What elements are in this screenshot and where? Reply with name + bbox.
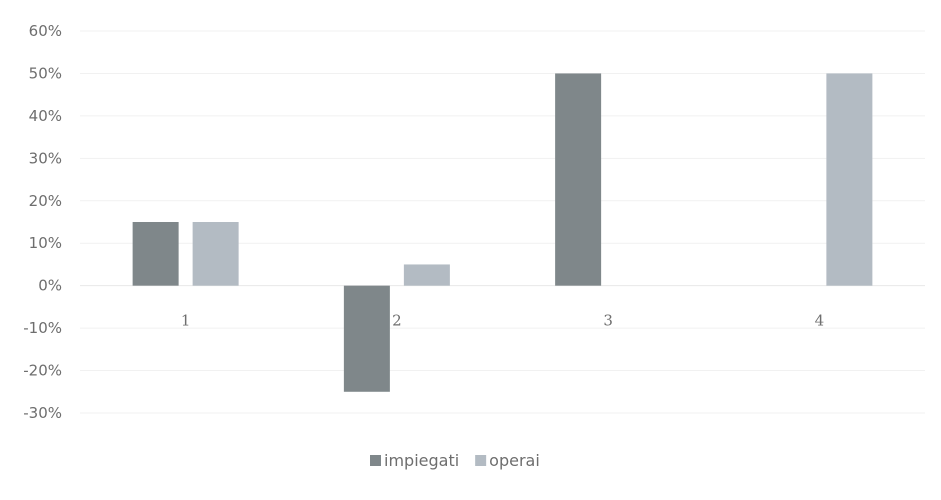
x-tick-label: 2 — [392, 312, 402, 330]
y-axis-ticks: 60% 50% 40% 30% 20% 10% 0% -10% -20% -30% — [23, 22, 62, 422]
legend-label-impiegati: impiegati — [384, 451, 459, 470]
y-tick-label: 20% — [29, 192, 62, 210]
y-tick-label: 30% — [29, 149, 62, 167]
bar-operai-4 — [826, 73, 873, 286]
legend-label-operai: operai — [489, 451, 540, 470]
legend: impiegati operai — [370, 451, 540, 470]
y-tick-label: 60% — [29, 22, 62, 40]
y-tick-label: 40% — [29, 107, 62, 125]
x-tick-label: 1 — [181, 312, 191, 330]
legend-swatch-impiegati — [370, 455, 381, 466]
legend-swatch-operai — [475, 455, 487, 466]
y-tick-label: -20% — [23, 362, 62, 380]
bar-impiegati-3 — [555, 73, 602, 286]
bar-operai-1 — [192, 222, 239, 286]
y-tick-label: -10% — [23, 319, 62, 337]
x-tick-label: 4 — [815, 312, 825, 330]
bar-impiegati-2 — [343, 285, 390, 392]
y-tick-label: 10% — [29, 234, 62, 252]
x-axis-ticks: 1 2 3 4 — [181, 312, 824, 330]
x-tick-label: 3 — [603, 312, 613, 330]
bar-operai-2 — [403, 264, 450, 286]
y-tick-label: 0% — [38, 277, 62, 295]
bar-impiegati-1 — [132, 222, 179, 286]
y-tick-label: -30% — [23, 404, 62, 422]
y-tick-label: 50% — [29, 64, 62, 82]
bars — [132, 73, 873, 392]
